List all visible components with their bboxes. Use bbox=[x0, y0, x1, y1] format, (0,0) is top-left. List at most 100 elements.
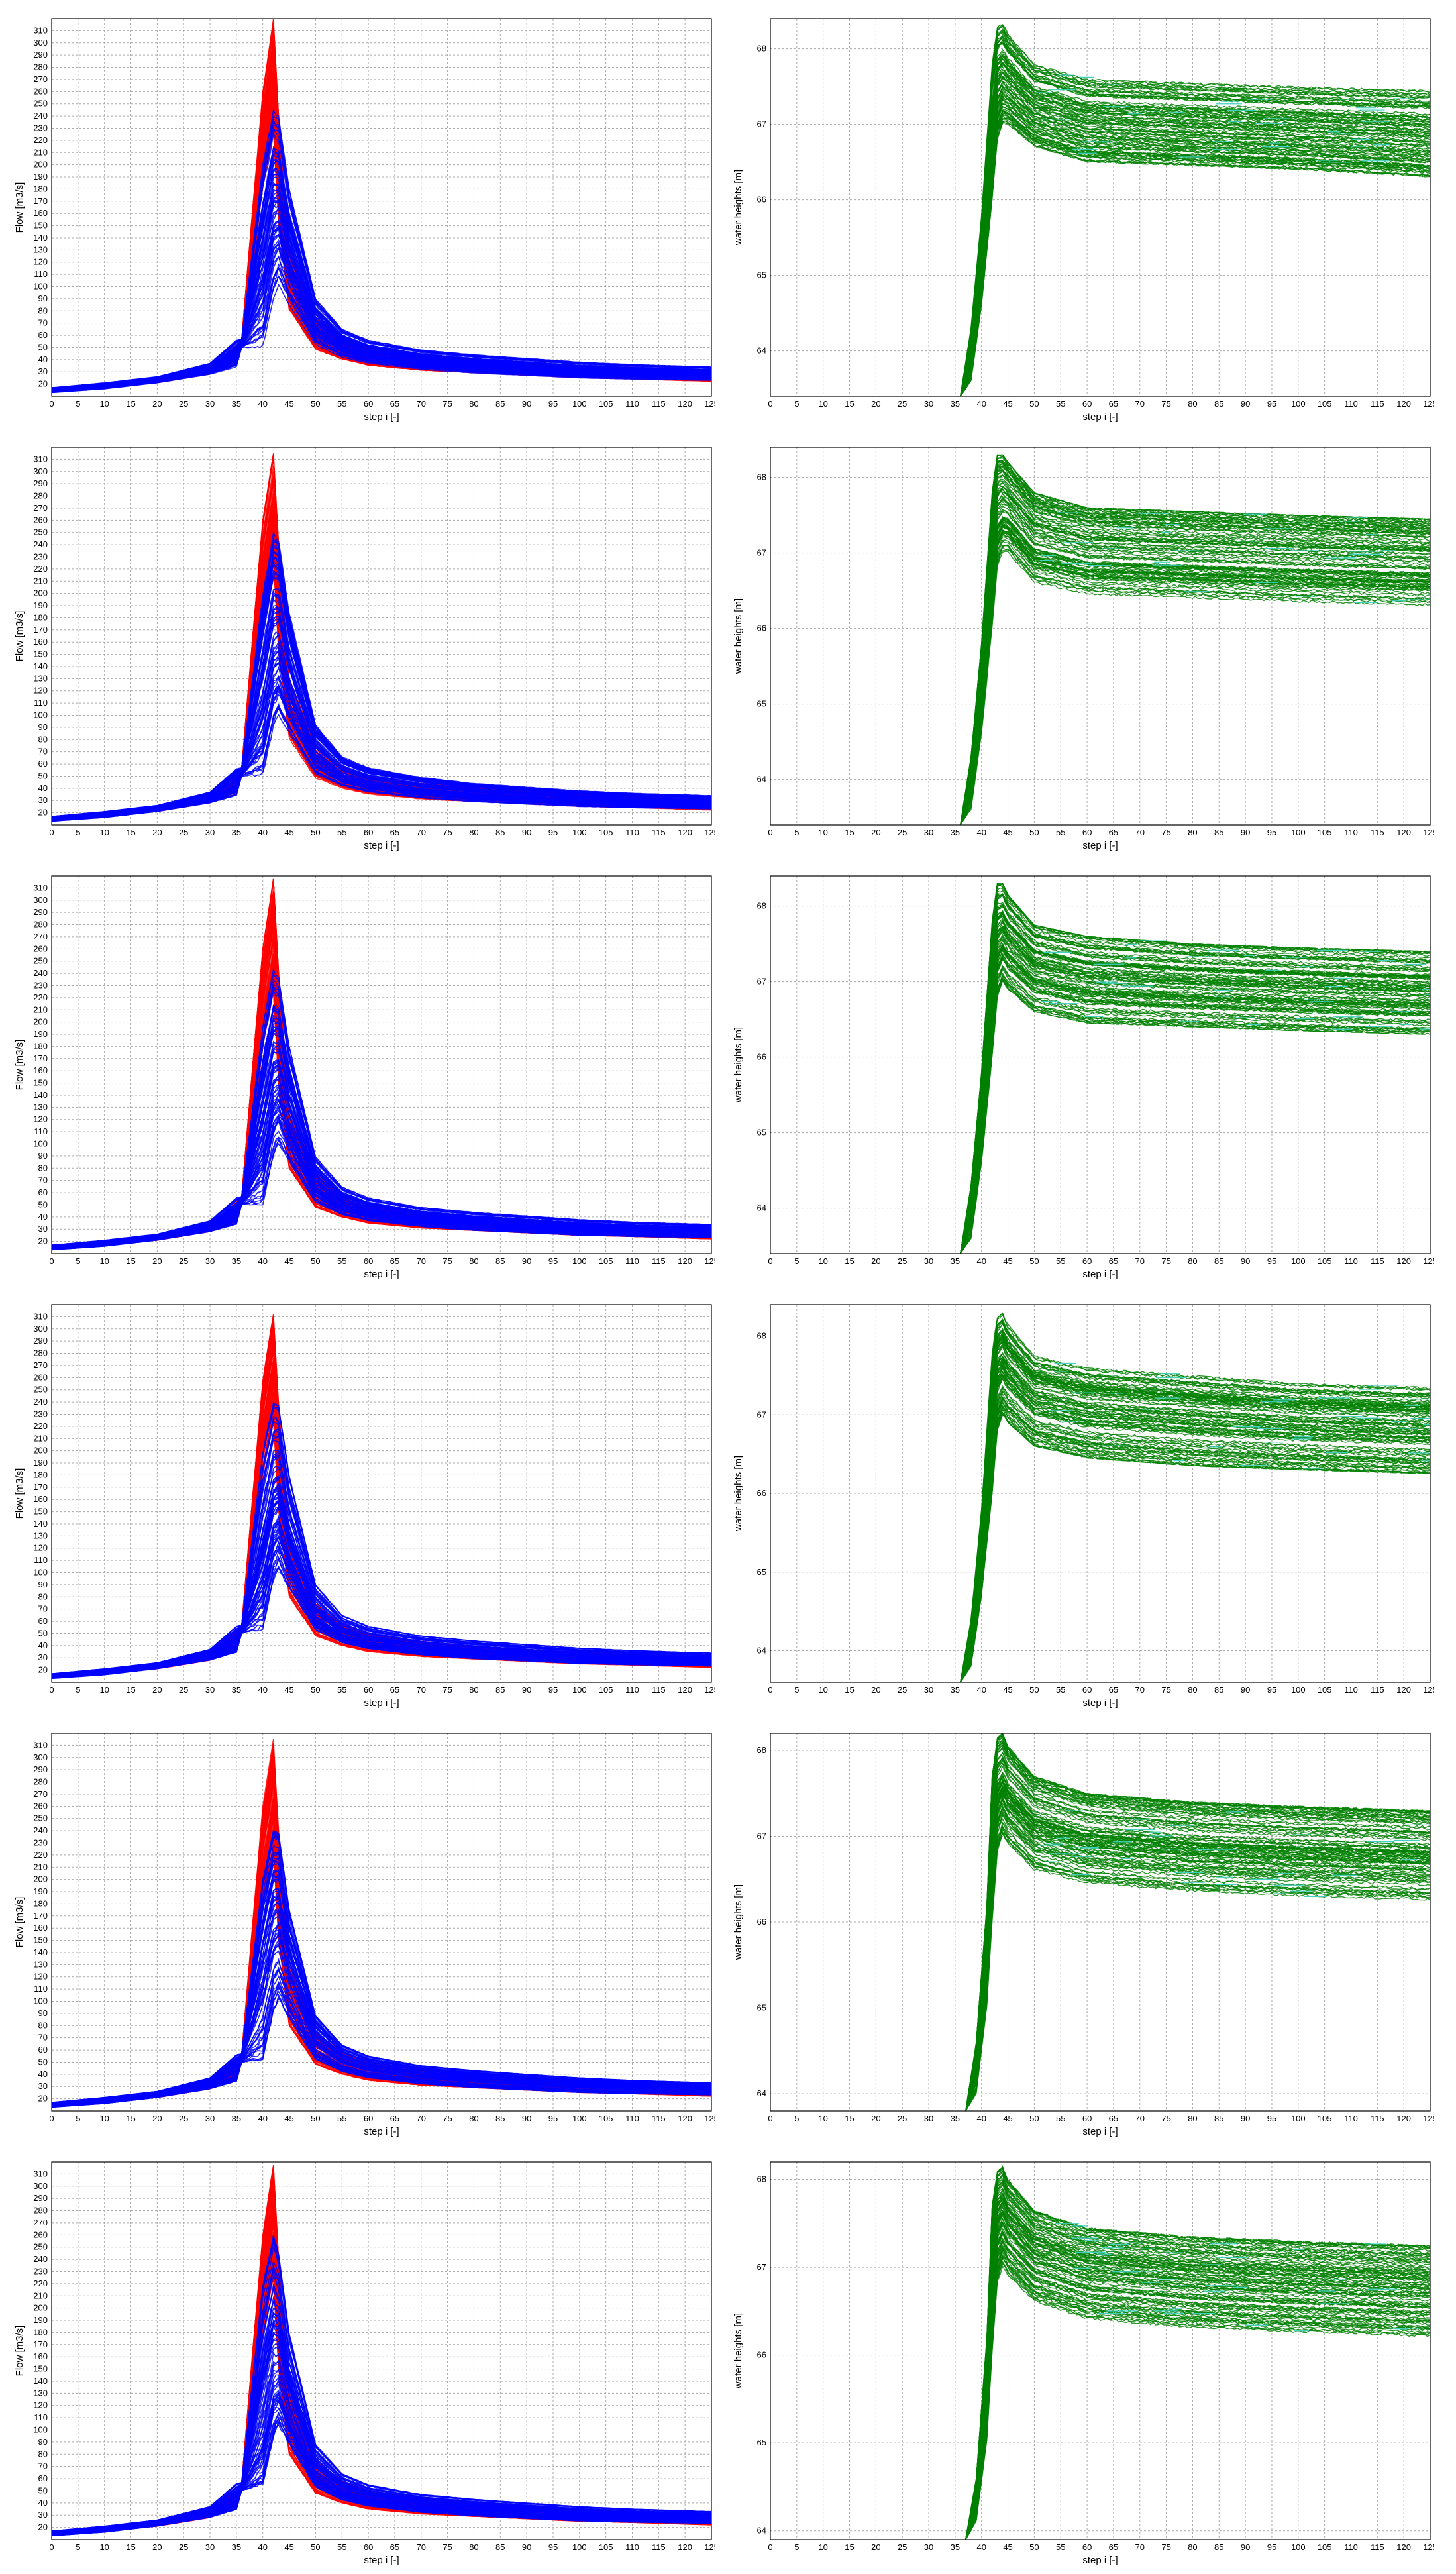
x-tick-label: 85 bbox=[495, 1685, 505, 1695]
y-tick-label: 110 bbox=[34, 1126, 48, 1136]
y-tick-label: 80 bbox=[38, 734, 48, 744]
series-line bbox=[51, 1896, 712, 2105]
grid bbox=[770, 876, 1431, 1254]
series-line bbox=[960, 938, 1431, 1254]
x-tick-label: 80 bbox=[469, 2114, 478, 2123]
y-axis-label: water heights [m] bbox=[733, 1884, 744, 1960]
y-axis-label: water heights [m] bbox=[733, 598, 744, 674]
x-tick-label: 65 bbox=[390, 399, 399, 409]
y-tick-label: 50 bbox=[38, 2485, 48, 2495]
series-line bbox=[51, 1928, 712, 2106]
grid bbox=[51, 447, 712, 825]
series-line bbox=[960, 468, 1431, 826]
x-tick-label: 15 bbox=[845, 828, 854, 837]
series-line bbox=[960, 85, 1431, 397]
y-tick-label: 260 bbox=[33, 1801, 48, 1811]
series-line bbox=[960, 492, 1431, 826]
series-line bbox=[960, 1318, 1431, 1683]
series-line bbox=[960, 111, 1431, 397]
x-tick-label: 110 bbox=[625, 828, 639, 837]
y-tick-label: 110 bbox=[34, 2412, 48, 2422]
y-tick-label: 64 bbox=[757, 2526, 766, 2536]
y-tick-label: 60 bbox=[38, 2045, 48, 2055]
water-heights-chart-2: 0 5 10 15 20 25 30 35 40 45 50 55 60 65 70 75 80 85 90 95 10… bbox=[733, 447, 1434, 851]
series-line bbox=[960, 55, 1431, 397]
series-line bbox=[960, 1341, 1431, 1683]
y-tick-label: 60 bbox=[38, 2473, 48, 2483]
x-tick-label: 0 bbox=[49, 828, 54, 837]
y-tick-label: 40 bbox=[38, 783, 48, 793]
series-line bbox=[960, 532, 1431, 826]
grid bbox=[51, 19, 712, 396]
y-tick-label: 170 bbox=[33, 196, 48, 206]
series-line bbox=[960, 532, 1431, 826]
y-tick-label: 230 bbox=[33, 123, 48, 133]
y-tick-label: 50 bbox=[38, 342, 48, 352]
series-line bbox=[965, 1784, 1431, 2112]
y-tick-label: 280 bbox=[33, 2206, 48, 2216]
x-tick-label: 120 bbox=[678, 828, 692, 837]
x-tick-label: 115 bbox=[652, 1256, 666, 1266]
x-tick-label: 10 bbox=[99, 828, 109, 837]
x-tick-label: 0 bbox=[768, 828, 772, 837]
series-line bbox=[960, 488, 1431, 826]
y-tick-label: 140 bbox=[33, 661, 48, 671]
y-tick-label: 220 bbox=[33, 1850, 48, 1860]
x-tick-label: 100 bbox=[1291, 1256, 1306, 1266]
series-line bbox=[965, 2255, 1431, 2540]
series-line bbox=[960, 1340, 1431, 1683]
y-tick-label: 250 bbox=[33, 956, 48, 966]
x-tick-label: 75 bbox=[442, 399, 452, 409]
series-line bbox=[960, 120, 1431, 397]
series-line bbox=[960, 72, 1431, 397]
x-tick-label: 60 bbox=[1082, 2114, 1092, 2123]
series-line bbox=[960, 1407, 1431, 1683]
series-line bbox=[965, 1797, 1430, 2112]
x-tick-label: 40 bbox=[976, 2542, 986, 2552]
x-tick-label: 125 bbox=[1423, 2542, 1434, 2552]
x-tick-label: 110 bbox=[1344, 828, 1358, 837]
y-tick-label: 160 bbox=[33, 208, 48, 218]
y-tick-label: 260 bbox=[33, 86, 48, 96]
y-tick-label: 310 bbox=[33, 2169, 48, 2178]
series-line bbox=[51, 207, 712, 391]
series-line bbox=[960, 1342, 1431, 1683]
y-tick-label: 65 bbox=[757, 2438, 766, 2447]
x-tick-label: 55 bbox=[337, 2114, 346, 2123]
x-tick-label: 50 bbox=[1029, 399, 1039, 409]
x-tick-label: 75 bbox=[442, 828, 452, 837]
x-tick-label: 65 bbox=[1109, 1685, 1118, 1695]
x-tick-label: 15 bbox=[845, 1685, 854, 1695]
x-tick-label: 85 bbox=[1214, 2542, 1223, 2552]
series-line bbox=[960, 474, 1431, 826]
y-tick-label: 20 bbox=[38, 2094, 48, 2104]
x-tick-label: 55 bbox=[1056, 1256, 1065, 1266]
series-line bbox=[51, 1428, 711, 1675]
series-line bbox=[960, 541, 1431, 826]
x-tick-label: 95 bbox=[1267, 1256, 1276, 1266]
series-line bbox=[51, 246, 712, 392]
x-tick-label: 100 bbox=[572, 2114, 587, 2123]
y-tick-label: 200 bbox=[33, 1874, 48, 1884]
x-tick-label: 90 bbox=[522, 828, 531, 837]
y-tick-label: 210 bbox=[33, 1004, 48, 1014]
x-axis-label: step i [-] bbox=[1082, 2126, 1118, 2137]
y-tick-label: 160 bbox=[33, 2351, 48, 2361]
x-tick-label: 55 bbox=[1056, 828, 1065, 837]
x-tick-label: 40 bbox=[258, 399, 267, 409]
flow-chart-2: 0 5 10 15 20 25 30 35 40 45 50 55 60 65 70 75 80 85 90 95 10… bbox=[14, 447, 715, 851]
x-tick-label: 75 bbox=[442, 1256, 452, 1266]
y-tick-label: 280 bbox=[33, 1777, 48, 1787]
series-line bbox=[965, 1796, 1431, 2112]
y-tick-label: 160 bbox=[33, 1065, 48, 1075]
x-tick-label: 30 bbox=[205, 399, 215, 409]
series-line bbox=[960, 936, 1431, 1254]
plot-frame bbox=[51, 875, 712, 1254]
series-line bbox=[960, 905, 1431, 1254]
y-tick-label: 160 bbox=[33, 637, 48, 647]
x-tick-label: 5 bbox=[794, 828, 799, 837]
series-green bbox=[960, 454, 1431, 826]
series-line bbox=[965, 2254, 1431, 2540]
x-tick-label: 35 bbox=[951, 399, 960, 409]
x-tick-label: 95 bbox=[548, 1685, 558, 1695]
